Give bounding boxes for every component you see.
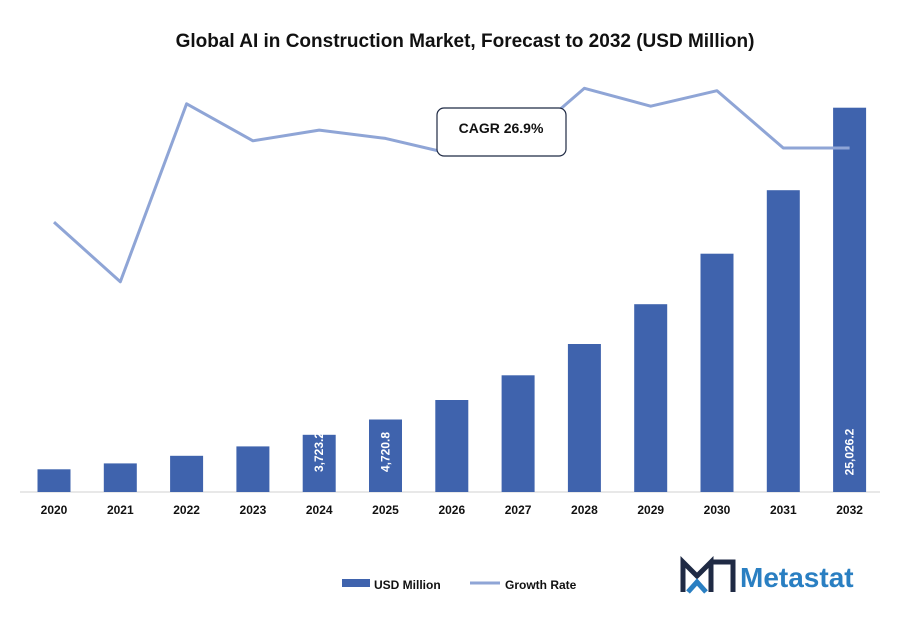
bar-2023 xyxy=(236,446,270,492)
x-tick-2024: 2024 xyxy=(306,503,333,517)
bar-2027 xyxy=(501,375,535,492)
x-tick-2023: 2023 xyxy=(240,503,267,517)
x-tick-2021: 2021 xyxy=(107,503,134,517)
legend-swatch-bar xyxy=(342,579,370,587)
bar-value-label-2032: 25,026.2 xyxy=(843,428,857,475)
brand-name: Metastat xyxy=(740,562,854,593)
legend-label-line: Growth Rate xyxy=(505,578,577,592)
x-tick-2027: 2027 xyxy=(505,503,532,517)
x-tick-2020: 2020 xyxy=(41,503,68,517)
bar-value-label-2025: 4,720.8 xyxy=(379,432,393,472)
x-tick-2025: 2025 xyxy=(372,503,399,517)
x-tick-2031: 2031 xyxy=(770,503,797,517)
x-tick-2022: 2022 xyxy=(173,503,200,517)
bar-2021 xyxy=(103,463,137,492)
legend-label-bar: USD Million xyxy=(374,578,441,592)
legend: USD Million Growth Rate xyxy=(342,578,577,592)
x-tick-2028: 2028 xyxy=(571,503,598,517)
brand-logo: Metastat xyxy=(680,555,854,594)
bar-2024 xyxy=(302,434,336,492)
cagr-box xyxy=(436,107,567,157)
chart-title: Global AI in Construction Market, Foreca… xyxy=(176,31,755,52)
x-tick-labels: 2020 2021 2022 2023 2024 2025 2026 2027 2028 2029… xyxy=(41,503,864,517)
bar-2020 xyxy=(37,469,71,492)
x-tick-2030: 2030 xyxy=(704,503,731,517)
bar-2030 xyxy=(700,253,734,492)
bar-2028 xyxy=(567,344,601,492)
bar-2032 xyxy=(833,107,867,492)
cagr-annotation: CAGR 26.9% xyxy=(436,107,567,157)
x-tick-2029: 2029 xyxy=(637,503,664,517)
bar-2031 xyxy=(766,190,800,492)
bar-2022 xyxy=(170,455,204,492)
bar-value-label-2024: 3,723.2 xyxy=(312,432,326,472)
bar-2029 xyxy=(634,304,668,492)
cagr-label: CAGR 26.9% xyxy=(459,120,544,136)
bar-2026 xyxy=(435,400,469,492)
m-logo-icon xyxy=(680,555,736,594)
bar-2025 xyxy=(369,419,402,492)
x-tick-2032: 2032 xyxy=(836,503,863,517)
x-tick-2026: 2026 xyxy=(438,503,465,517)
bars-layer: 3,723.2 4,720.8 25,026.2 xyxy=(37,107,867,492)
